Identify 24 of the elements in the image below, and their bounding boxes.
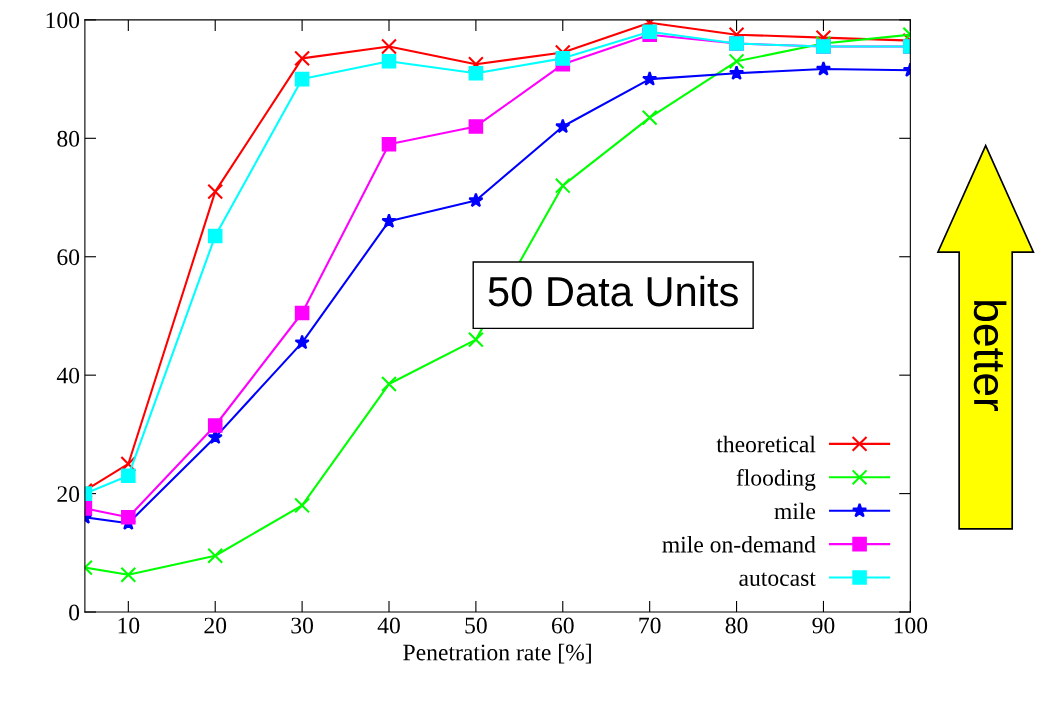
x-tick-label: 20 [204, 617, 227, 634]
legend-label: autocast [739, 572, 816, 586]
annotation: 50 Data Units [488, 275, 738, 307]
x-tick-label: 60 [551, 617, 574, 634]
x-tick-label: 70 [639, 617, 661, 634]
y-tick-label: 20 [57, 486, 80, 503]
legend-label: theoretical [716, 435, 816, 453]
x-tick-label: 30 [291, 617, 314, 634]
x-tick-label: 40 [377, 617, 400, 634]
legend-label: flooding [736, 468, 816, 491]
x-tick-label: 100 [894, 617, 928, 634]
y-tick-label: 40 [56, 367, 80, 384]
y-tick-label: 100 [46, 12, 80, 29]
x-tick-label: 90 [812, 617, 835, 634]
x-tick-label: 10 [118, 617, 140, 634]
text: better [973, 301, 1007, 412]
y-tick-label: 0 [69, 604, 80, 621]
x-axis-title: Penetration rate [%] [403, 643, 591, 664]
legend-label: mile on-demand [662, 536, 816, 553]
legend-label: mile [774, 502, 816, 520]
y-tick-label: 80 [57, 130, 80, 147]
x-tick-label: 80 [725, 617, 748, 634]
y-tick-label: 60 [57, 249, 80, 266]
x-tick-label: 50 [465, 617, 487, 634]
